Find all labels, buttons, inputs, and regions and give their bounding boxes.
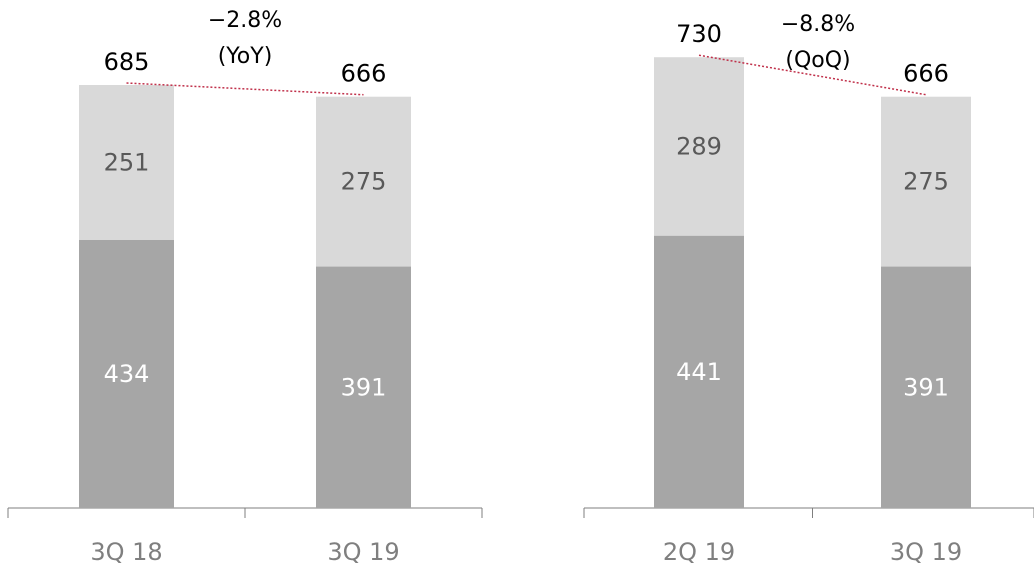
x-tick-label: 3Q 18 — [90, 538, 162, 566]
bar-segment-bottom — [79, 239, 174, 509]
data-label-top: 275 — [341, 168, 387, 196]
x-tick-label: 2Q 19 — [663, 538, 735, 566]
trend-line — [126, 82, 364, 96]
data-label-bottom: 391 — [903, 373, 949, 401]
chart-panel-yoy: 434 251 685 3Q 18 391 275 666 3Q 19 −2.8% (YoY) — [7, 8, 483, 566]
bar-segment-bottom — [654, 235, 744, 509]
data-label-bottom: 434 — [104, 360, 150, 388]
x-tick-label: 3Q 19 — [890, 538, 962, 566]
data-label-top: 251 — [104, 148, 150, 176]
data-label-bottom: 391 — [341, 373, 387, 401]
change-value: −8.8% — [781, 12, 855, 37]
total-label: 666 — [341, 60, 387, 88]
data-label-top: 275 — [903, 168, 949, 196]
bar-segment-top — [881, 96, 971, 267]
x-tick-label: 3Q 19 — [327, 538, 399, 566]
change-label: (YoY) — [218, 44, 273, 69]
chart-panel-qoq: 441 289 730 2Q 19 391 275 666 3Q 19 −8.8% (QoQ) — [583, 12, 1034, 566]
bar-segment-top — [316, 96, 411, 267]
change-value: −2.8% — [208, 8, 282, 33]
data-label-top: 289 — [676, 132, 722, 160]
bar-segment-bottom — [881, 266, 971, 508]
trend-line — [698, 54, 927, 96]
data-label-bottom: 441 — [676, 358, 722, 386]
bar-segment-top — [654, 57, 744, 236]
total-label: 730 — [676, 20, 722, 48]
total-label: 685 — [104, 48, 150, 76]
bar-segment-bottom — [316, 266, 411, 508]
bar-segment-top — [79, 85, 174, 240]
change-label: (QoQ) — [785, 48, 850, 73]
total-label: 666 — [903, 60, 949, 88]
